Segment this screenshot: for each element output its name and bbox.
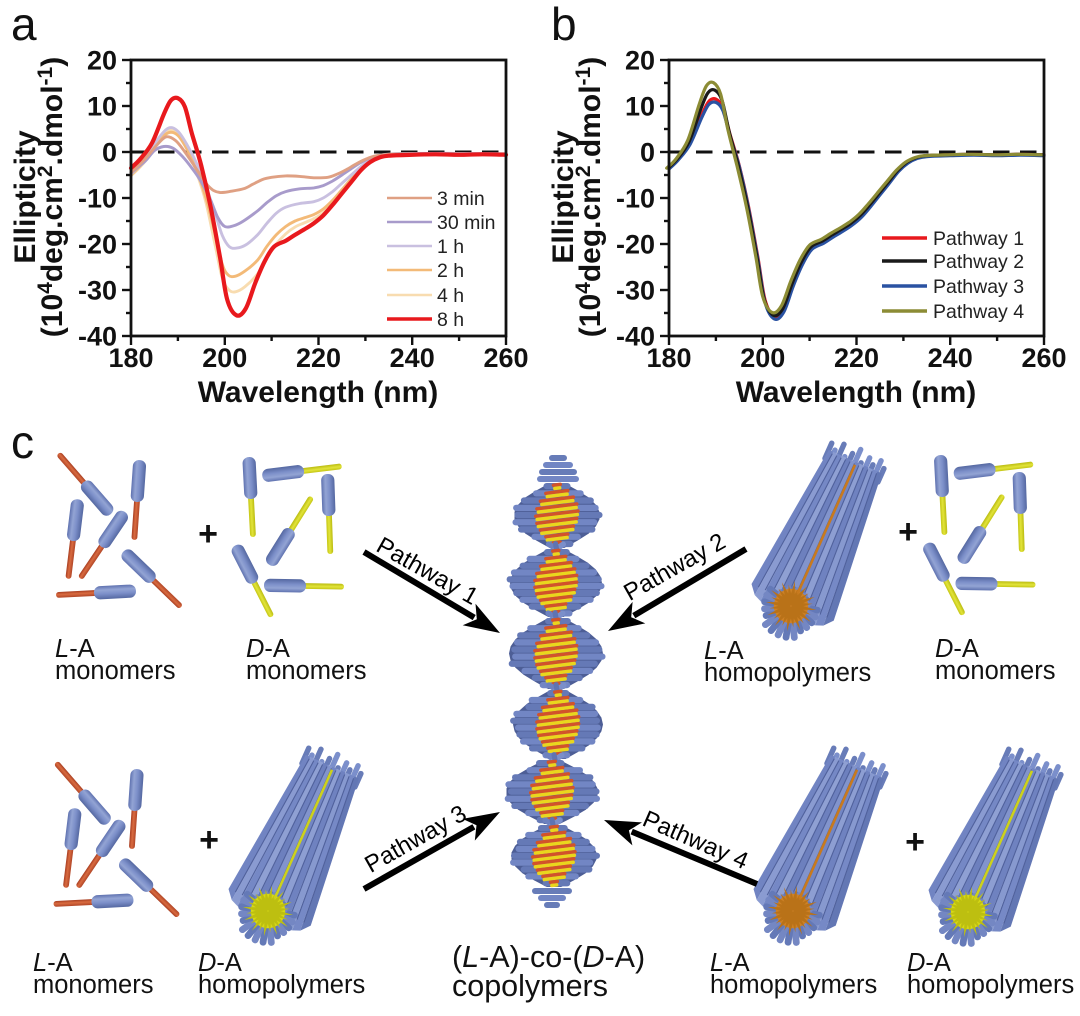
svg-text:L-A: L-A [704, 637, 744, 665]
svg-text:D-A: D-A [935, 635, 979, 663]
svg-text:L-A: L-A [710, 949, 750, 977]
svg-text:4 h: 4 h [437, 285, 464, 307]
svg-text:Ellipticity: Ellipticity [547, 130, 580, 264]
svg-text:b: b [551, 0, 577, 50]
svg-text:3 min: 3 min [437, 188, 485, 210]
svg-text:-20: -20 [616, 230, 655, 260]
svg-text:-30: -30 [616, 276, 655, 306]
svg-text:D-A: D-A [907, 949, 951, 977]
svg-text:200: 200 [202, 343, 247, 373]
svg-text:a: a [11, 0, 37, 50]
svg-text:30 min: 30 min [437, 212, 496, 234]
svg-text:D-A: D-A [198, 949, 242, 977]
svg-text:200: 200 [740, 343, 785, 373]
svg-text:monomers: monomers [33, 971, 153, 999]
svg-text:1 h: 1 h [437, 236, 464, 258]
svg-text:c: c [11, 416, 34, 468]
svg-text:L-A: L-A [55, 635, 95, 663]
svg-text:0: 0 [102, 138, 117, 168]
svg-text:260: 260 [483, 343, 528, 373]
svg-text:Wavelength (nm): Wavelength (nm) [736, 376, 977, 409]
svg-text:monomers: monomers [55, 657, 175, 685]
svg-text:8 h: 8 h [437, 309, 464, 331]
svg-text:+: + [905, 823, 925, 861]
svg-text:Ellipticity: Ellipticity [9, 130, 42, 264]
svg-text:Pathway 1: Pathway 1 [933, 228, 1024, 250]
svg-text:20: 20 [87, 46, 117, 76]
svg-text:Pathway 4: Pathway 4 [933, 301, 1024, 323]
svg-text:-20: -20 [78, 230, 117, 260]
svg-text:-10: -10 [616, 184, 655, 214]
svg-text:Pathway 2: Pathway 2 [933, 251, 1024, 273]
svg-text:2 h: 2 h [437, 260, 464, 282]
svg-text:-40: -40 [616, 322, 655, 352]
svg-text:180: 180 [108, 343, 153, 373]
svg-text:180: 180 [646, 343, 691, 373]
svg-text:0: 0 [640, 138, 655, 168]
svg-text:monomers: monomers [246, 657, 366, 685]
svg-text:+: + [898, 513, 918, 551]
svg-text:(104deg.cm2.dmol-1): (104deg.cm2.dmol-1) [572, 57, 607, 337]
svg-text:+: + [199, 821, 219, 859]
svg-text:L-A: L-A [33, 949, 73, 977]
svg-text:copolymers: copolymers [452, 969, 608, 1003]
svg-text:10: 10 [87, 92, 117, 122]
svg-text:(L-A)-co-(D-A): (L-A)-co-(D-A) [452, 940, 645, 974]
svg-text:(104deg.cm2.dmol-1): (104deg.cm2.dmol-1) [34, 57, 69, 337]
svg-text:homopolymers: homopolymers [907, 971, 1074, 999]
svg-text:-30: -30 [78, 276, 117, 306]
svg-text:homopolymers: homopolymers [198, 971, 365, 999]
svg-text:Wavelength (nm): Wavelength (nm) [198, 376, 439, 409]
svg-text:220: 220 [834, 343, 879, 373]
svg-text:+: + [198, 515, 218, 553]
svg-text:20: 20 [625, 46, 655, 76]
svg-text:homopolymers: homopolymers [704, 659, 871, 687]
svg-text:homopolymers: homopolymers [710, 971, 877, 999]
svg-text:Pathway 3: Pathway 3 [933, 276, 1024, 298]
svg-text:10: 10 [625, 92, 655, 122]
svg-text:D-A: D-A [246, 635, 290, 663]
svg-text:220: 220 [296, 343, 341, 373]
svg-text:-10: -10 [78, 184, 117, 214]
svg-text:240: 240 [928, 343, 973, 373]
svg-text:240: 240 [390, 343, 435, 373]
svg-text:260: 260 [1021, 343, 1066, 373]
svg-text:-40: -40 [78, 322, 117, 352]
svg-text:monomers: monomers [935, 657, 1055, 685]
